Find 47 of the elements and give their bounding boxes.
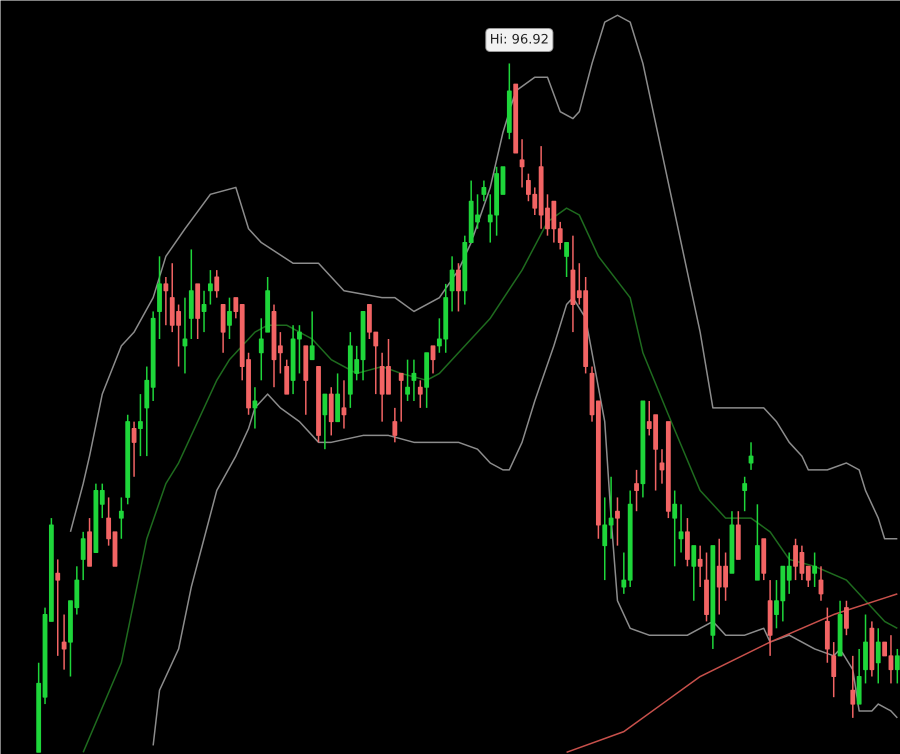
candlestick [412, 358, 416, 402]
candlestick [876, 628, 881, 684]
candlestick [894, 648, 900, 684]
candlestick [182, 296, 188, 374]
candlestick [202, 290, 206, 333]
candlestick [672, 490, 678, 568]
candlestick [118, 496, 124, 540]
candlestick [634, 469, 639, 512]
candlestick [691, 544, 696, 602]
candlestick [227, 296, 232, 340]
candlestick [80, 531, 86, 581]
candlestick [132, 420, 136, 478]
candlestick [698, 544, 703, 588]
candlestick [748, 442, 754, 471]
candlestick [621, 552, 626, 595]
candlestick [520, 138, 524, 188]
candlestick [564, 242, 569, 278]
candlestick [258, 318, 264, 382]
candlestick [481, 180, 486, 202]
candlestick [233, 296, 238, 320]
candlestick [456, 262, 461, 312]
candlestick [812, 552, 818, 588]
candlestick [678, 504, 684, 554]
candlestick [252, 386, 258, 430]
candlestick [450, 256, 454, 312]
candlestick [62, 614, 67, 670]
candlestick [742, 476, 748, 512]
candlestick [392, 407, 398, 444]
candlestick [55, 558, 60, 657]
candlestick [214, 269, 220, 298]
candlestick [831, 641, 836, 698]
candlestick [850, 655, 856, 719]
candlestick [208, 269, 213, 306]
candlestick [844, 600, 849, 636]
candlestick [615, 496, 620, 546]
candlestick [310, 310, 315, 360]
candlestick [398, 372, 404, 422]
candlestick [786, 552, 792, 595]
text: Hi: 96.92 [490, 32, 549, 48]
candlestick [418, 380, 423, 409]
candlestick [818, 566, 824, 602]
candlestick [405, 358, 410, 402]
candlestick [138, 393, 143, 457]
candlestick [163, 276, 168, 326]
candlestick [322, 393, 328, 450]
candlestick [342, 380, 346, 430]
candlestick [430, 345, 436, 374]
